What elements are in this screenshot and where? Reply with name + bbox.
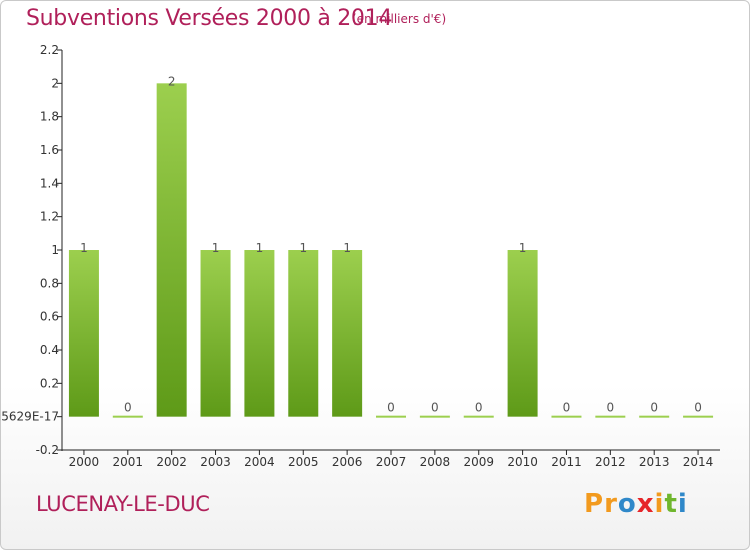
data-label: 0	[475, 401, 483, 415]
data-label: 0	[387, 401, 395, 415]
bar	[112, 415, 143, 418]
logo-letter: i	[654, 489, 665, 519]
x-tick-label: 2000	[69, 455, 100, 469]
data-label: 2	[168, 74, 176, 88]
bar	[683, 415, 714, 418]
y-tick-label: 2.2	[40, 43, 59, 57]
y-tick-label: 1	[51, 243, 59, 257]
logo-letter: P	[584, 489, 605, 519]
bar	[288, 250, 319, 417]
x-tick-label: 2012	[595, 455, 626, 469]
chart-unit: (en milliers d'€)	[352, 12, 447, 26]
y-tick-label: 0.6	[40, 310, 59, 324]
data-label: 1	[80, 241, 88, 255]
x-tick-label: 2009	[463, 455, 494, 469]
y-tick-label: 1.6	[40, 143, 59, 157]
data-label: 1	[256, 241, 264, 255]
bar	[156, 83, 187, 417]
y-tick-label: 2	[51, 76, 59, 90]
data-label: 0	[650, 401, 658, 415]
y-tick-label: 0.2	[40, 376, 59, 390]
logo-letter: x	[636, 489, 655, 519]
data-label: 0	[431, 401, 439, 415]
data-label: 1	[299, 241, 307, 255]
data-label: 0	[607, 401, 615, 415]
y-tick-label: 0.4	[40, 343, 59, 357]
data-label: 1	[343, 241, 351, 255]
y-tick-label: 0.8	[40, 276, 59, 290]
place-name: LUCENAY-LE-DUC	[36, 492, 210, 516]
bar	[463, 415, 494, 418]
bar	[551, 415, 582, 418]
x-tick-label: 2007	[376, 455, 407, 469]
y-tick-label: -0.2	[36, 443, 59, 457]
y-tick-label: -1.5629E-17	[0, 410, 59, 424]
bar	[68, 250, 99, 417]
data-label: 0	[124, 401, 132, 415]
x-tick-label: 2010	[507, 455, 538, 469]
logo-letter: t	[664, 489, 678, 519]
y-tick-label: 1.8	[40, 110, 59, 124]
bar	[419, 415, 450, 418]
bar	[595, 415, 626, 418]
y-tick-label: 1.2	[40, 210, 59, 224]
x-tick-label: 2006	[332, 455, 363, 469]
bar	[244, 250, 275, 417]
bar	[507, 250, 538, 417]
bar	[639, 415, 670, 418]
bar	[332, 250, 363, 417]
x-tick-label: 2011	[551, 455, 582, 469]
y-tick-label: 1.4	[40, 176, 59, 190]
x-tick-label: 2002	[156, 455, 187, 469]
x-tick-label: 2003	[200, 455, 231, 469]
bar	[376, 415, 406, 418]
logo-letter: r	[604, 489, 618, 519]
x-tick-label: 2005	[288, 455, 319, 469]
data-label: 0	[694, 401, 702, 415]
logo-letter: o	[617, 489, 637, 519]
x-tick-label: 2013	[639, 455, 670, 469]
x-tick-label: 2004	[244, 455, 275, 469]
proxiti-logo[interactable]: Proxiti	[584, 489, 688, 519]
bar	[200, 250, 231, 417]
data-label: 0	[563, 401, 571, 415]
logo-letter: i	[677, 489, 688, 519]
x-tick-label: 2001	[113, 455, 144, 469]
x-tick-label: 2008	[420, 455, 451, 469]
x-tick-label: 2014	[683, 455, 714, 469]
data-label: 1	[212, 241, 220, 255]
data-label: 1	[519, 241, 527, 255]
chart-title: Subventions Versées 2000 à 2014	[26, 6, 393, 31]
